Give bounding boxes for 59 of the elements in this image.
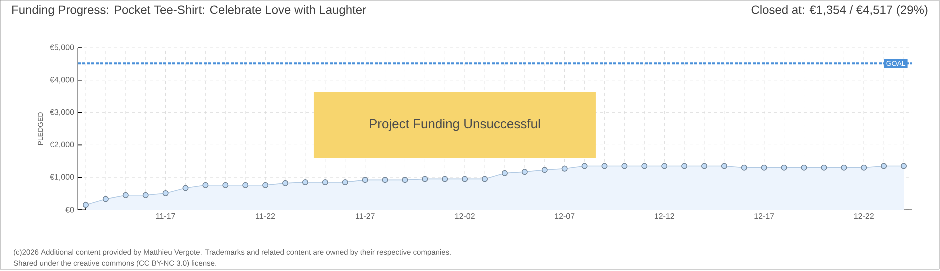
point (881, 163, 888, 170)
point (781, 164, 788, 171)
y-tick-label: €0 (66, 207, 74, 213)
point (702, 163, 708, 170)
y-tick-label: €3,000 (50, 110, 74, 116)
point (122, 192, 129, 198)
point (142, 192, 149, 198)
point (342, 180, 348, 186)
point (102, 196, 109, 202)
point (202, 182, 209, 188)
point (901, 163, 908, 170)
point (402, 177, 408, 184)
point (422, 176, 428, 182)
point (761, 164, 768, 171)
point (741, 164, 748, 171)
point (721, 163, 728, 170)
point (642, 163, 648, 170)
point (282, 180, 289, 187)
point (682, 163, 688, 170)
point (622, 163, 628, 170)
point (821, 164, 828, 171)
x-tick-label: 12-22 (854, 214, 874, 220)
x-tick-label: 11-27 (356, 214, 375, 220)
point (841, 164, 848, 171)
x-tick-label: 11-22 (256, 214, 276, 220)
point (801, 164, 808, 171)
chart-subtitle: Closed at: €1,354 / €4,517 (29%) (752, 6, 928, 17)
point (562, 166, 568, 172)
point (442, 176, 448, 182)
point (602, 163, 608, 170)
point (322, 180, 328, 186)
point (482, 176, 488, 182)
point (162, 190, 169, 197)
x-tick-label: 11-17 (156, 214, 176, 220)
point (82, 202, 89, 208)
annotation: Project Funding Unsuccessful (370, 119, 540, 132)
point (542, 167, 548, 174)
x-tick-label: 12-07 (555, 214, 575, 220)
point (502, 170, 508, 176)
point (582, 163, 588, 170)
point (222, 182, 229, 188)
x-tick-label: 12-12 (654, 214, 674, 220)
point (662, 163, 668, 170)
point (242, 182, 249, 188)
point (861, 164, 868, 171)
x-tick-label: 12-17 (754, 214, 774, 220)
point (182, 185, 189, 192)
point (302, 180, 308, 186)
y-tick-label: €2,000 (50, 142, 74, 149)
chart-title: Funding Progress: Pocket Tee-Shirt: Celebrate Love with Laughter (12, 6, 366, 17)
x-tick-label: 12-02 (455, 214, 475, 220)
y-tick-label: €5,000 (50, 44, 74, 52)
y-tick-label: €1,000 (50, 174, 74, 181)
point (382, 177, 388, 184)
point (522, 169, 528, 176)
point (262, 182, 269, 188)
y-tick-label: €4,000 (50, 77, 74, 84)
point (462, 176, 468, 182)
point (362, 177, 368, 184)
